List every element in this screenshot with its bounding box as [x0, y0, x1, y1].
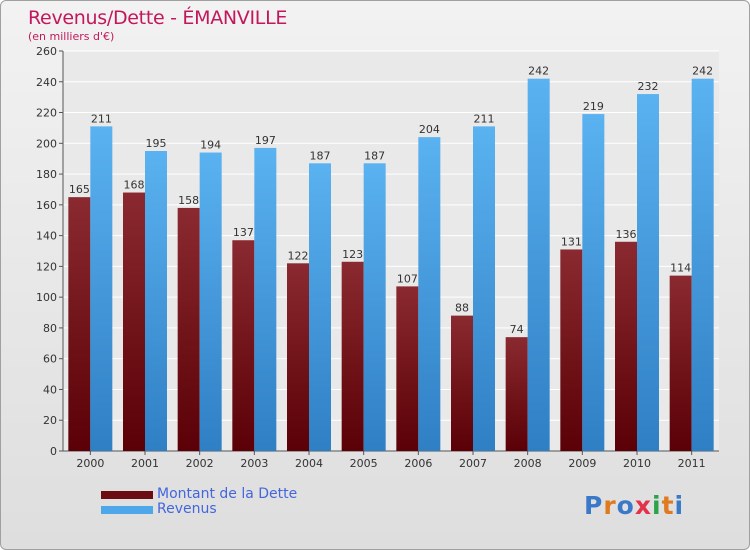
x-tick-label: 2007: [459, 457, 487, 470]
logo-letter: x: [634, 491, 652, 520]
y-tick-label: 120: [36, 260, 57, 273]
data-label-revenus: 211: [91, 112, 112, 125]
y-tick-label: 260: [36, 45, 57, 58]
bar-dette: [560, 249, 583, 451]
y-tick-label: 80: [43, 322, 57, 335]
y-tick-label: 20: [43, 414, 57, 427]
data-label-revenus: 204: [419, 123, 440, 136]
data-label-revenus: 242: [692, 65, 713, 78]
bar-dette: [123, 192, 145, 452]
bar-revenus: [473, 126, 495, 451]
data-label-dette: 137: [233, 226, 254, 239]
bar-revenus: [254, 147, 277, 451]
bar-revenus: [90, 126, 113, 451]
bar-revenus: [309, 163, 331, 452]
data-label-revenus: 187: [364, 149, 385, 162]
data-label-revenus: 219: [583, 100, 604, 113]
x-tick-label: 2005: [350, 457, 378, 470]
data-label-revenus: 195: [146, 137, 167, 150]
legend-label-dette: Montant de la Dette: [157, 486, 298, 502]
bar-revenus: [145, 151, 167, 451]
data-label-dette: 114: [670, 262, 691, 275]
x-tick-label: 2008: [514, 457, 542, 470]
data-label-revenus: 197: [255, 134, 276, 147]
y-tick-label: 100: [36, 291, 57, 304]
legend-swatch-revenus: [101, 505, 153, 514]
data-label-dette: 74: [510, 323, 524, 336]
data-label-dette: 107: [397, 272, 418, 285]
chart-subtitle: (en milliers d'€): [28, 30, 115, 43]
y-tick-label: 60: [43, 353, 57, 366]
logo-letter: o: [616, 491, 635, 520]
x-tick-label: 2001: [131, 457, 159, 470]
bar-revenus: [527, 78, 550, 451]
proxiti-logo: Proxiti: [584, 491, 684, 520]
legend-item-dette: Montant de la Dette: [101, 487, 297, 502]
legend: Montant de la Dette Revenus: [101, 487, 297, 517]
y-tick-label: 0: [50, 445, 57, 458]
legend-item-revenus: Revenus: [101, 502, 297, 517]
data-label-revenus: 242: [528, 65, 549, 78]
data-label-dette: 88: [455, 302, 469, 315]
plot-area: [63, 51, 719, 451]
data-label-revenus: 232: [638, 80, 659, 93]
data-label-dette: 165: [69, 183, 90, 196]
data-label-dette: 123: [342, 248, 363, 261]
logo-letter: i: [674, 491, 685, 520]
x-tick-label: 2010: [623, 457, 651, 470]
bar-revenus: [582, 114, 605, 452]
bar-revenus: [418, 137, 441, 451]
bar-revenus: [199, 152, 222, 452]
y-tick-label: 160: [36, 199, 57, 212]
data-label-revenus: 211: [474, 112, 495, 125]
legend-label-revenus: Revenus: [157, 501, 217, 517]
bar-dette: [68, 197, 91, 451]
logo-letter: r: [603, 491, 617, 520]
data-label-dette: 136: [616, 228, 637, 241]
data-label-revenus: 194: [200, 139, 221, 152]
bar-dette: [232, 240, 255, 451]
y-tick-label: 140: [36, 230, 57, 243]
bar-revenus: [691, 78, 714, 451]
logo-letter: P: [584, 491, 604, 520]
data-label-revenus: 187: [310, 149, 331, 162]
data-label-dette: 122: [288, 249, 309, 262]
x-tick-label: 2004: [295, 457, 323, 470]
data-label-dette: 131: [561, 235, 582, 248]
x-tick-label: 2011: [678, 457, 706, 470]
bar-dette: [396, 286, 419, 451]
data-label-dette: 168: [124, 179, 145, 192]
x-tick-label: 2000: [76, 457, 104, 470]
bar-dette: [451, 315, 473, 451]
chart-title: Revenus/Dette - ÉMANVILLE: [28, 7, 288, 29]
x-tick-label: 2003: [240, 457, 268, 470]
bar-dette: [287, 263, 309, 451]
bar-revenus: [637, 94, 659, 452]
bar-dette: [615, 241, 637, 451]
x-tick-label: 2009: [568, 457, 596, 470]
bar-dette: [177, 207, 200, 451]
bar-dette: [669, 275, 692, 451]
x-tick-label: 2006: [404, 457, 432, 470]
bar-dette: [505, 337, 528, 451]
legend-swatch-dette: [101, 490, 153, 499]
y-tick-label: 220: [36, 107, 57, 120]
logo-letter: t: [661, 491, 675, 520]
bar-dette: [341, 261, 364, 451]
y-tick-label: 180: [36, 168, 57, 181]
bar-revenus: [363, 163, 386, 452]
y-tick-label: 40: [43, 383, 57, 396]
logo-letter: i: [652, 491, 662, 520]
data-label-dette: 158: [178, 194, 199, 207]
y-tick-label: 200: [36, 137, 57, 150]
y-tick-label: 240: [36, 76, 57, 89]
x-tick-label: 2002: [186, 457, 214, 470]
